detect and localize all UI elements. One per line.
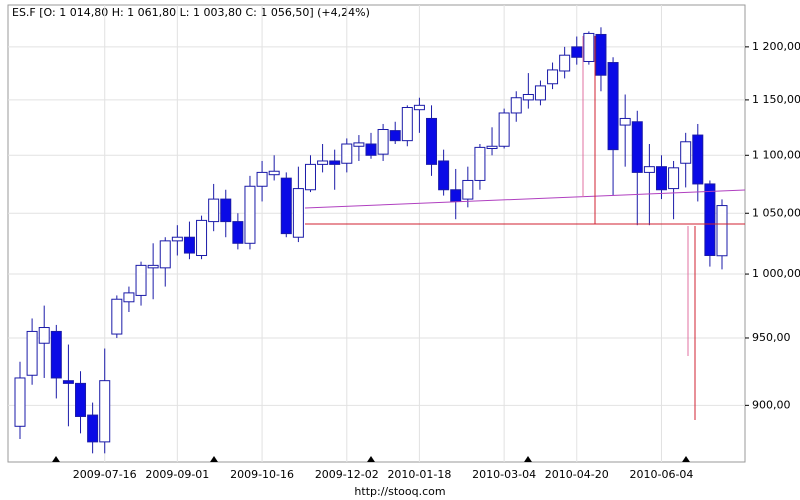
candle-body xyxy=(50,330,62,379)
candle-body xyxy=(292,188,304,238)
x-tick-label: 2010-04-20 xyxy=(545,468,609,481)
candle-body xyxy=(716,205,728,257)
candle-body xyxy=(401,107,413,142)
candle-body xyxy=(280,177,292,235)
candle-body xyxy=(62,380,74,384)
marker xyxy=(682,456,690,462)
source: http://stooq.com xyxy=(354,485,445,498)
candle-body xyxy=(668,167,680,190)
x-tick-label: 2010-01-18 xyxy=(387,468,451,481)
candle-body xyxy=(450,189,462,202)
drawn-lines xyxy=(304,36,746,420)
candle-body xyxy=(474,146,486,181)
y-tick-label: 900,00 xyxy=(752,398,791,411)
candle-body xyxy=(341,143,353,164)
candle-body xyxy=(135,264,147,296)
x-tick-label: 2009-09-01 xyxy=(145,468,209,481)
candle-body xyxy=(220,198,232,223)
candle-body xyxy=(704,183,716,257)
candle-body xyxy=(583,32,595,62)
candle-body xyxy=(317,160,329,165)
marker xyxy=(52,456,60,462)
marker xyxy=(524,456,532,462)
trend-line xyxy=(304,189,746,209)
y-tick-label: 1 150,00 xyxy=(752,93,800,106)
x-tick-label: 2010-03-04 xyxy=(472,468,536,481)
candle-body xyxy=(426,117,438,165)
candle-body xyxy=(208,198,220,223)
candle-body xyxy=(631,121,643,173)
chart-title: ES.F [O: 1 014,80 H: 1 061,80 L: 1 003,8… xyxy=(12,6,370,19)
y-tick-label: 1 100,00 xyxy=(752,148,800,161)
candle-body xyxy=(607,62,619,151)
candle-body xyxy=(389,130,401,142)
candle-body xyxy=(123,292,135,303)
x-tick-label: 2009-07-16 xyxy=(73,468,137,481)
candle-body xyxy=(571,46,583,58)
candle-body xyxy=(256,171,268,187)
candle-body xyxy=(680,141,692,164)
candle-body xyxy=(38,327,50,344)
y-tick-label: 950,00 xyxy=(752,331,791,344)
candle-body xyxy=(377,129,389,155)
x-tick-label: 2010-06-04 xyxy=(630,468,694,481)
candle-body xyxy=(183,236,195,254)
candle-body xyxy=(547,69,559,85)
plot-frame xyxy=(7,4,746,463)
candle-body xyxy=(522,93,534,101)
candle-body xyxy=(619,117,631,126)
candle-body xyxy=(147,264,159,269)
x-tick-label: 2009-12-02 xyxy=(315,468,379,481)
candle-body xyxy=(268,170,280,176)
candle-body xyxy=(14,377,26,427)
candle-body xyxy=(438,160,450,191)
y-tick-label: 1 000,00 xyxy=(752,267,800,280)
candle-body xyxy=(171,236,183,242)
candle-body xyxy=(111,298,123,335)
candle-body xyxy=(232,221,244,244)
candle-body xyxy=(304,163,316,191)
marks xyxy=(8,5,745,462)
candle-body xyxy=(87,414,99,443)
candle-body xyxy=(643,166,655,173)
marker xyxy=(367,456,375,462)
y-tick-label: 1 200,00 xyxy=(752,40,800,53)
candle-body xyxy=(159,240,171,269)
y-tick-label: 1 050,00 xyxy=(752,206,800,219)
candle-body xyxy=(595,33,607,76)
candle-body xyxy=(329,160,341,165)
candle-body xyxy=(99,380,111,443)
candle-body xyxy=(75,382,87,417)
candle-body xyxy=(413,104,425,111)
candle-body xyxy=(353,142,365,147)
candle-body xyxy=(486,145,498,150)
candle-body xyxy=(510,97,522,114)
candle-body xyxy=(26,330,38,376)
x-tick-label: 2009-10-16 xyxy=(230,468,294,481)
marker xyxy=(210,456,218,462)
candle-body xyxy=(365,143,377,156)
candle-body xyxy=(244,185,256,244)
candle-body xyxy=(196,219,208,257)
candle-body xyxy=(655,166,667,191)
candle-body xyxy=(534,85,546,101)
time-markers xyxy=(52,456,690,462)
candle-body xyxy=(462,179,474,200)
candle-body xyxy=(498,112,510,147)
candle-body xyxy=(692,134,704,185)
candle-body xyxy=(559,54,571,72)
